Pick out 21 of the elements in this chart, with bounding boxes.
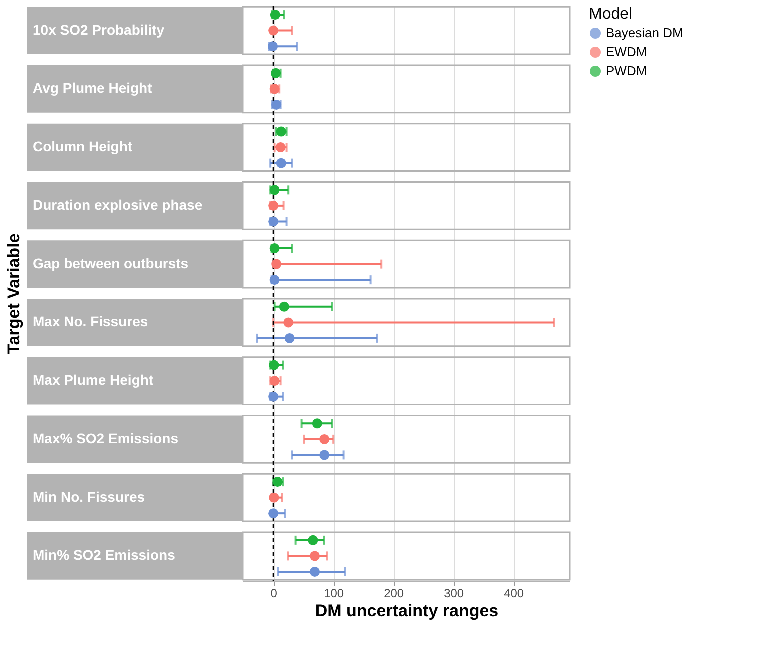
legend-label: Bayesian DM	[606, 26, 684, 40]
y-tick-label: Max Plume Height	[33, 372, 154, 388]
y-tick-label: Column Height	[33, 138, 133, 155]
x-tick-label: 200	[384, 586, 404, 600]
x-tick-label: 100	[324, 586, 344, 600]
y-tick-label: Min No. Fissures	[33, 488, 146, 505]
legend-label: EWDM	[606, 44, 648, 60]
y-tick-label: Gap between outbursts	[33, 255, 189, 272]
y-tick-label: Avg Plume Height	[33, 80, 153, 96]
legend-title: Model	[589, 6, 633, 23]
y-tick-label: Duration explosive phase	[33, 196, 203, 213]
x-tick-label: 300	[444, 586, 464, 600]
x-axis-title: DM uncertainty ranges	[315, 602, 499, 620]
y-axis-title: Target Variable	[4, 234, 24, 354]
legend-label: PWDM	[606, 64, 648, 78]
x-tick-label: 400	[504, 586, 524, 600]
y-tick-label: Max% SO2 Emissions	[33, 430, 179, 446]
x-tick-label: 0	[270, 586, 278, 600]
y-tick-label: 10x SO2 Probability	[33, 22, 165, 38]
y-tick-label: Min% SO2 Emissions	[33, 547, 176, 564]
y-tick-label: Max No. Fissures	[33, 314, 148, 330]
